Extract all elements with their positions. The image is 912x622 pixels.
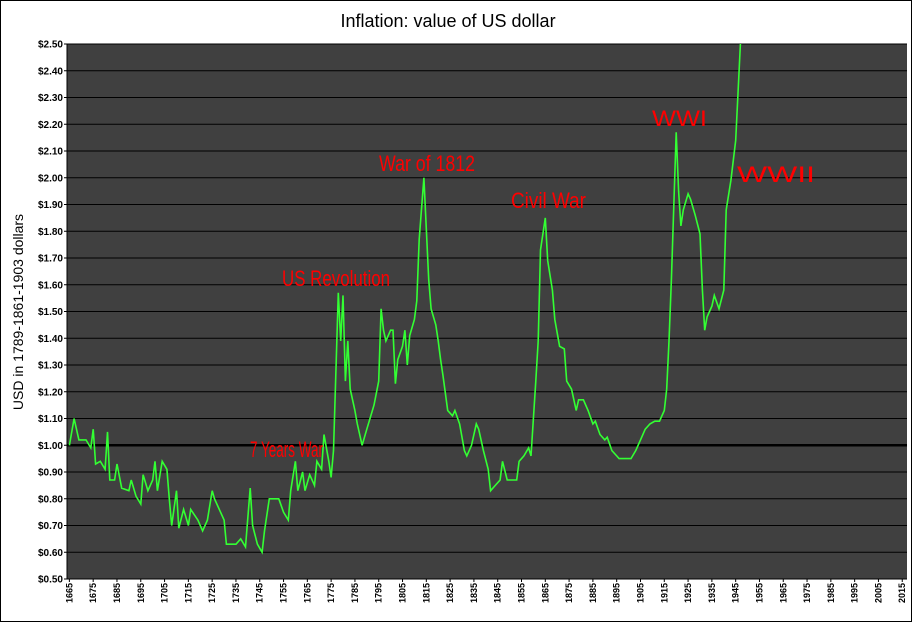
y-tick-label: $1.70 [38,254,63,265]
y-tick-label: $1.10 [38,414,63,425]
y-tick-label: $0.50 [38,575,63,586]
annotation: WWII [737,162,815,187]
y-tick-label: $1.80 [38,227,63,238]
x-tick-label: 1895 [612,583,622,603]
y-tick-label: $2.30 [38,93,63,104]
annotation: 7 Years War [250,437,323,462]
x-tick-label: 1925 [683,583,693,603]
y-tick-label: $2.20 [38,120,63,131]
chart-title: Inflation: value of US dollar [340,11,555,31]
y-tick-label: $2.10 [38,147,63,158]
x-tick-label: 1935 [707,583,717,603]
x-tick-label: 1875 [564,583,574,603]
annotation: Civil War [511,188,586,213]
x-tick-label: 1775 [326,583,336,603]
x-tick-label: 2005 [873,583,883,603]
x-tick-label: 1745 [255,583,265,603]
x-tick-label: 2015 [897,583,907,603]
y-tick-label: $2.40 [38,66,63,77]
x-tick-label: 1835 [469,583,479,603]
data-line [68,43,742,555]
y-tick-label: $2.50 [38,40,63,51]
y-tick-label: $1.90 [38,200,63,211]
x-tick-label: 1765 [302,583,312,603]
y-tick-label: $1.00 [38,441,63,452]
y-axis-label: USD in 1789-1861-1903 dollars [10,214,26,410]
x-tick-label: 1855 [517,583,527,603]
x-tick-label: 1955 [754,583,764,603]
x-tick-label: 1695 [136,583,146,603]
x-tick-label: 1885 [588,583,598,603]
y-tick-label: $1.50 [38,307,63,318]
x-tick-label: 1665 [64,583,74,603]
x-tick-label: 1805 [398,583,408,603]
y-tick-label: $1.40 [38,334,63,345]
y-tick-label: $0.90 [38,468,63,479]
x-tick-label: 1965 [778,583,788,603]
x-tick-label: 1865 [540,583,550,603]
annotation: WWI [652,106,707,131]
annotation: War of 1812 [379,151,475,176]
y-tick-label: $2.00 [38,173,63,184]
x-tick-label: 1795 [374,583,384,603]
y-tick-label: $0.80 [38,494,63,505]
x-tick-label: 1945 [731,583,741,603]
x-tick-label: 1785 [350,583,360,603]
x-tick-label: 1815 [421,583,431,603]
x-tick-label: 1715 [183,583,193,603]
x-tick-label: 1675 [88,583,98,603]
x-tick-label: 1985 [826,583,836,603]
x-tick-label: 1735 [231,583,241,603]
x-tick-label: 1975 [802,583,812,603]
x-tick-label: 1915 [659,583,669,603]
y-tick-label: $1.30 [38,361,63,372]
y-tick-label: $0.70 [38,521,63,532]
x-tick-label: 1725 [207,583,217,603]
x-tick-label: 1685 [112,583,122,603]
x-tick-label: 1755 [279,583,289,603]
x-tick-label: 1905 [635,583,645,603]
x-tick-label: 1705 [160,583,170,603]
annotation: US Revolution [282,266,390,291]
x-tick-label: 1995 [850,583,860,603]
y-tick-label: $0.60 [38,548,63,559]
x-tick-label: 1845 [493,583,503,603]
y-tick-label: $1.60 [38,280,63,291]
x-tick-label: 1825 [445,583,455,603]
y-tick-label: $1.20 [38,387,63,398]
